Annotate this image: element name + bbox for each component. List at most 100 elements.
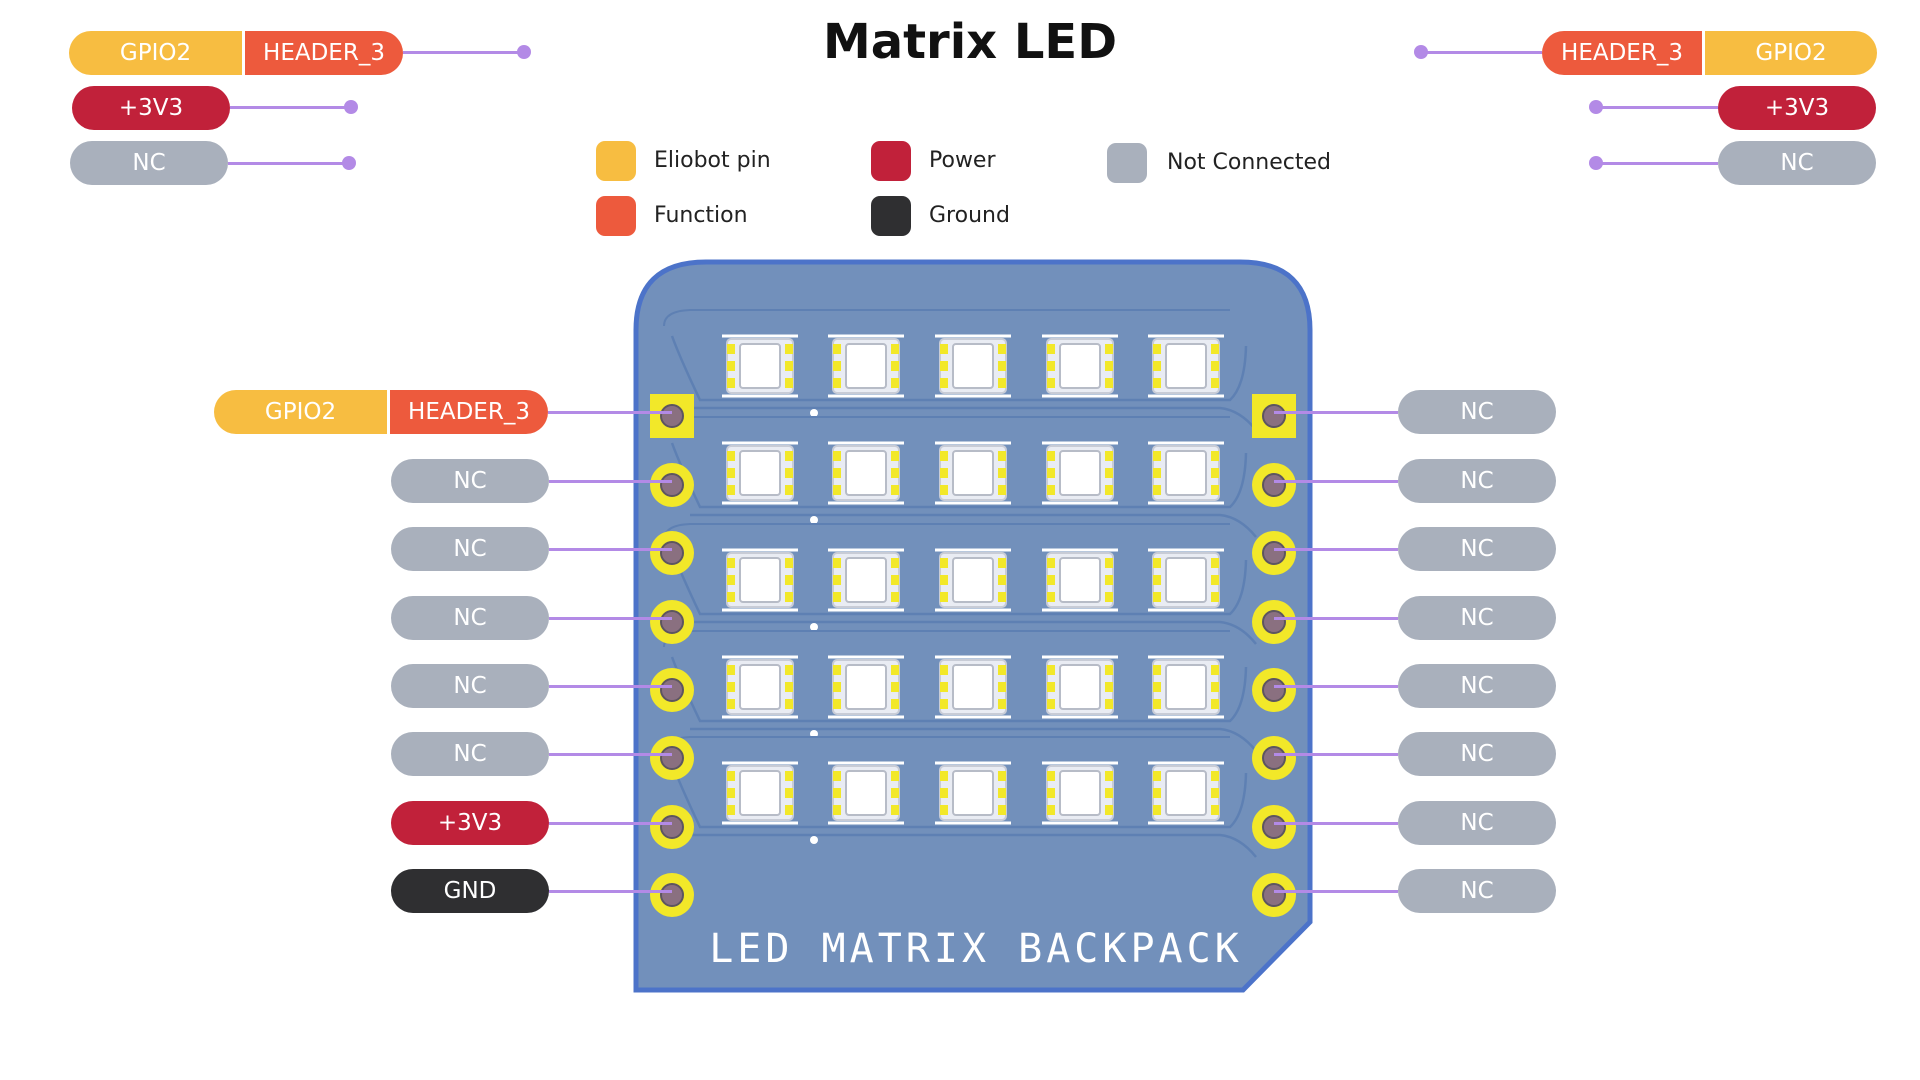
- led-contact: [998, 558, 1006, 568]
- top-left-wire-3: [228, 162, 354, 165]
- led-contact: [998, 575, 1006, 585]
- legend-swatch-eliobot-pin: [596, 141, 636, 181]
- right-pad-5-hole: [1262, 678, 1286, 702]
- led-contact: [785, 699, 793, 709]
- led-contact: [1105, 699, 1113, 709]
- led-contact: [1047, 592, 1055, 602]
- trace-a-1: [670, 335, 1248, 402]
- led-contact: [785, 682, 793, 692]
- led-body: [726, 552, 794, 608]
- led-contact: [1105, 361, 1113, 371]
- top-left-gpio2-label: GPIO2: [69, 31, 242, 75]
- led-contact: [833, 771, 841, 781]
- led-contact: [891, 771, 899, 781]
- led-lens: [952, 557, 994, 603]
- right-pin5-nc-label: NC: [1398, 664, 1556, 708]
- led-body: [1046, 552, 1114, 608]
- via-2: [810, 516, 818, 524]
- left-pad-6: [650, 736, 694, 780]
- led-contact: [833, 575, 841, 585]
- led-contact: [891, 451, 899, 461]
- led-contact: [1211, 771, 1219, 781]
- trace-c-5: [663, 736, 1230, 754]
- top-left-dot-1: [517, 45, 531, 59]
- right-pin2-wire: [1274, 480, 1398, 483]
- right-pad-6: [1252, 736, 1296, 780]
- led-contact: [998, 592, 1006, 602]
- led-contact: [785, 558, 793, 568]
- led-body: [1152, 765, 1220, 821]
- right-pin5-wire: [1274, 685, 1398, 688]
- led-contact: [1105, 468, 1113, 478]
- led-r1-c2: [828, 334, 904, 398]
- left-pin7-wire: [549, 822, 672, 825]
- led-contact: [1105, 575, 1113, 585]
- right-pad-7: [1252, 805, 1296, 849]
- led-contact: [940, 558, 948, 568]
- right-pin8-nc-label: NC: [1398, 869, 1556, 913]
- led-body: [726, 765, 794, 821]
- left-pad-2-hole: [660, 473, 684, 497]
- led-contact: [940, 485, 948, 495]
- led-contact: [1153, 682, 1161, 692]
- led-r4-c5: [1148, 655, 1224, 719]
- left-pad-4-hole: [660, 610, 684, 634]
- led-r4-c4: [1042, 655, 1118, 719]
- led-body: [1046, 338, 1114, 394]
- led-contact: [1211, 682, 1219, 692]
- led-lens: [845, 450, 887, 496]
- left-pin5-nc-label: NC: [391, 664, 549, 708]
- led-contact: [1153, 805, 1161, 815]
- led-contact: [833, 699, 841, 709]
- legend-label-function: Function: [654, 203, 748, 228]
- led-contact: [1047, 451, 1055, 461]
- left-pin3-wire: [549, 548, 672, 551]
- right-pad-6-hole: [1262, 746, 1286, 770]
- led-lens: [1165, 343, 1207, 389]
- led-lens: [1059, 343, 1101, 389]
- led-contact: [940, 468, 948, 478]
- top-left-header3-label: HEADER_3: [245, 31, 403, 75]
- led-contact: [1153, 558, 1161, 568]
- led-lens: [1059, 664, 1101, 710]
- led-contact: [833, 468, 841, 478]
- led-contact: [1047, 771, 1055, 781]
- right-pad-5: [1252, 668, 1296, 712]
- led-body: [726, 659, 794, 715]
- led-contact: [940, 788, 948, 798]
- led-contact: [833, 344, 841, 354]
- led-contact: [891, 361, 899, 371]
- led-contact: [998, 771, 1006, 781]
- led-contact: [998, 788, 1006, 798]
- led-contact: [940, 805, 948, 815]
- led-contact: [998, 805, 1006, 815]
- trace-c-3: [663, 523, 1230, 541]
- led-contact: [998, 451, 1006, 461]
- led-contact: [1047, 361, 1055, 371]
- led-contact: [1153, 468, 1161, 478]
- trace-c-2: [663, 416, 1230, 434]
- led-contact: [1105, 788, 1113, 798]
- led-lens: [1165, 770, 1207, 816]
- led-contact: [1211, 699, 1219, 709]
- led-lens: [952, 343, 994, 389]
- led-contact: [1211, 361, 1219, 371]
- led-contact: [1047, 788, 1055, 798]
- right-pad-4-hole: [1262, 610, 1286, 634]
- led-lens: [739, 664, 781, 710]
- led-contact: [727, 682, 735, 692]
- led-body: [726, 445, 794, 501]
- led-r5-c1: [722, 761, 798, 825]
- trace-a-5: [670, 762, 1248, 829]
- left-pin8-gnd-label: GND: [391, 869, 549, 913]
- led-body: [726, 338, 794, 394]
- led-contact: [940, 344, 948, 354]
- led-body: [832, 659, 900, 715]
- led-r4-c2: [828, 655, 904, 719]
- led-lens: [845, 664, 887, 710]
- led-contact: [940, 451, 948, 461]
- led-contact: [940, 665, 948, 675]
- led-body: [939, 659, 1007, 715]
- board-traces: [663, 309, 1257, 858]
- led-contact: [1047, 485, 1055, 495]
